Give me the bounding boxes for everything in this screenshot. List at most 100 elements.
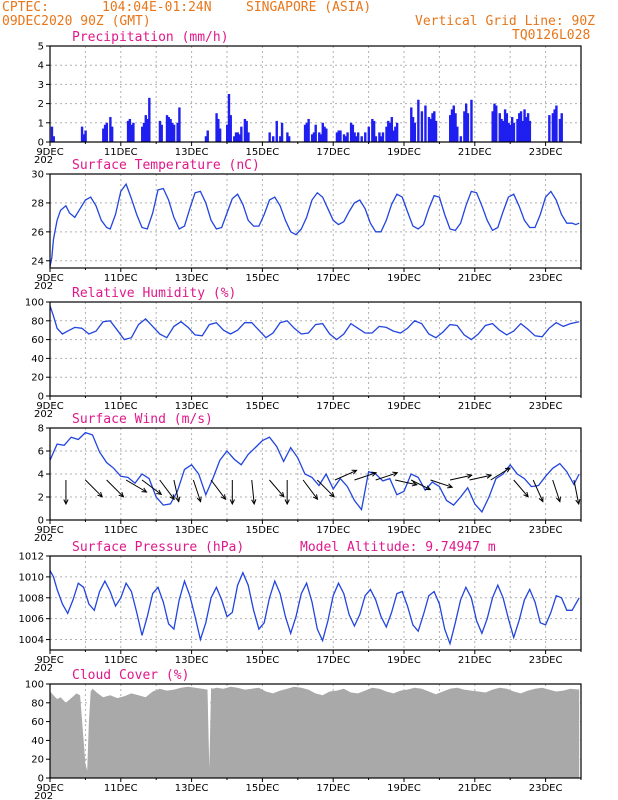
precip-bar [80,126,84,142]
x-tick-label: 13DEC [175,273,209,284]
x-tick-label: 23DEC [529,273,563,284]
precip-bar [498,113,501,142]
precip-bar [158,120,162,142]
precip-bar [429,118,432,142]
precip-bar [344,136,347,142]
y-tick-label: 30 [31,170,44,181]
humidity-title: Relative Humidity (%) [72,286,236,301]
x-tick-label: 9DEC [36,147,63,158]
wind-arrow [410,479,431,491]
x-year-label: 202 [34,533,53,544]
y-tick-label: 6 [38,447,44,458]
precip-bar [325,128,328,142]
y-tick-label: 0 [38,392,44,403]
wind-arrow-head [392,471,399,477]
precip-bar [132,122,135,142]
precip-bar [339,130,342,142]
precip-bar [171,122,174,142]
precip-bar [176,122,179,142]
wind-arrow [106,479,124,498]
y-tick-label: 0 [38,138,44,149]
precip-bar [367,126,370,142]
wind-arrow [469,474,492,481]
precip-bar [335,132,339,142]
y-tick-label: 100 [25,298,44,309]
y-tick-label: 80 [31,698,44,709]
precip-bar [142,122,146,142]
humidity-series-line [49,305,580,341]
y-tick-label: 60 [31,335,44,346]
precip-bar [280,122,284,142]
precip-bar [551,113,555,142]
wind-arrow [513,479,529,498]
y-tick-label: 4 [38,470,44,481]
wind-arrow-head [425,485,432,491]
y-tick-label: 40 [31,354,44,365]
precip-bar [413,122,417,142]
wind-arrow [573,479,580,505]
x-tick-label: 13DEC [175,783,209,794]
x-tick-label: 17DEC [316,401,350,412]
precip-bar [178,107,181,142]
precip-bar [146,118,149,142]
wind-arrow [532,479,544,502]
header-coords: 104:04E-01:24N [102,0,212,15]
wind-title: Surface Wind (m/s) [72,412,213,427]
pressure-panel: 1004 1006 1008 1010 1012 9DEC 11DEC 13DEC 15DEC 1… [19,540,582,674]
wind-arrow [316,479,335,498]
precip-bar [381,132,385,142]
x-year-label: 202 [34,155,53,166]
y-tick-label: 1006 [19,614,44,625]
x-tick-label: 17DEC [316,783,350,794]
precip-bar [82,134,86,142]
precip-bar [128,118,132,142]
wind-arrow [302,479,318,500]
x-tick-label: 21DEC [458,783,492,794]
precip-bar [141,126,144,142]
wind-arrow-head [371,471,378,477]
precip-bar [234,132,238,142]
wind-arrow [375,472,398,481]
precip-bar [238,134,241,142]
precip-bar [360,136,363,142]
precip-bar [323,126,326,142]
wind-arrow [490,467,511,481]
panel-frame [49,173,582,269]
y-tick-label: 4 [38,61,44,72]
wind-arrow-head [229,499,235,506]
precip-bar [226,124,229,142]
wind-arrow [192,479,202,502]
x-tick-label: 15DEC [246,273,280,284]
precip-bar [454,113,457,142]
precip-bar [503,109,507,142]
y-tick-label: 80 [31,316,44,327]
precip-bar [217,118,220,142]
precip-bar [509,124,512,142]
x-tick-label: 21DEC [458,147,492,158]
precip-bar [165,115,169,142]
y-tick-label: 1004 [19,635,44,646]
x-tick-label: 13DEC [175,655,209,666]
y-tick-label: 3 [38,80,44,91]
precip-bar [312,132,316,142]
precip-bar [204,136,208,142]
wind-arrow-head [220,494,227,501]
y-tick-label: 1008 [19,593,44,604]
precip-bar [385,126,388,142]
precip-bar [555,105,558,142]
precip-bar [464,103,468,142]
x-tick-label: 13DEC [175,401,209,412]
precipitation-title: Precipitation (mm/h) [72,30,229,45]
temperature-title: Surface Temperature (nC) [72,158,260,173]
precip-bar [342,134,346,142]
header-init-time: 09DEC2020 90Z (GMT) [2,14,151,29]
precip-bar [553,109,556,142]
precip-bar [500,118,503,142]
precip-bar [356,132,360,142]
precip-bar [433,111,436,142]
y-tick-label: 24 [31,256,44,267]
precip-bar [50,126,54,142]
wind-arrow [449,474,472,481]
precip-bar [105,122,109,142]
